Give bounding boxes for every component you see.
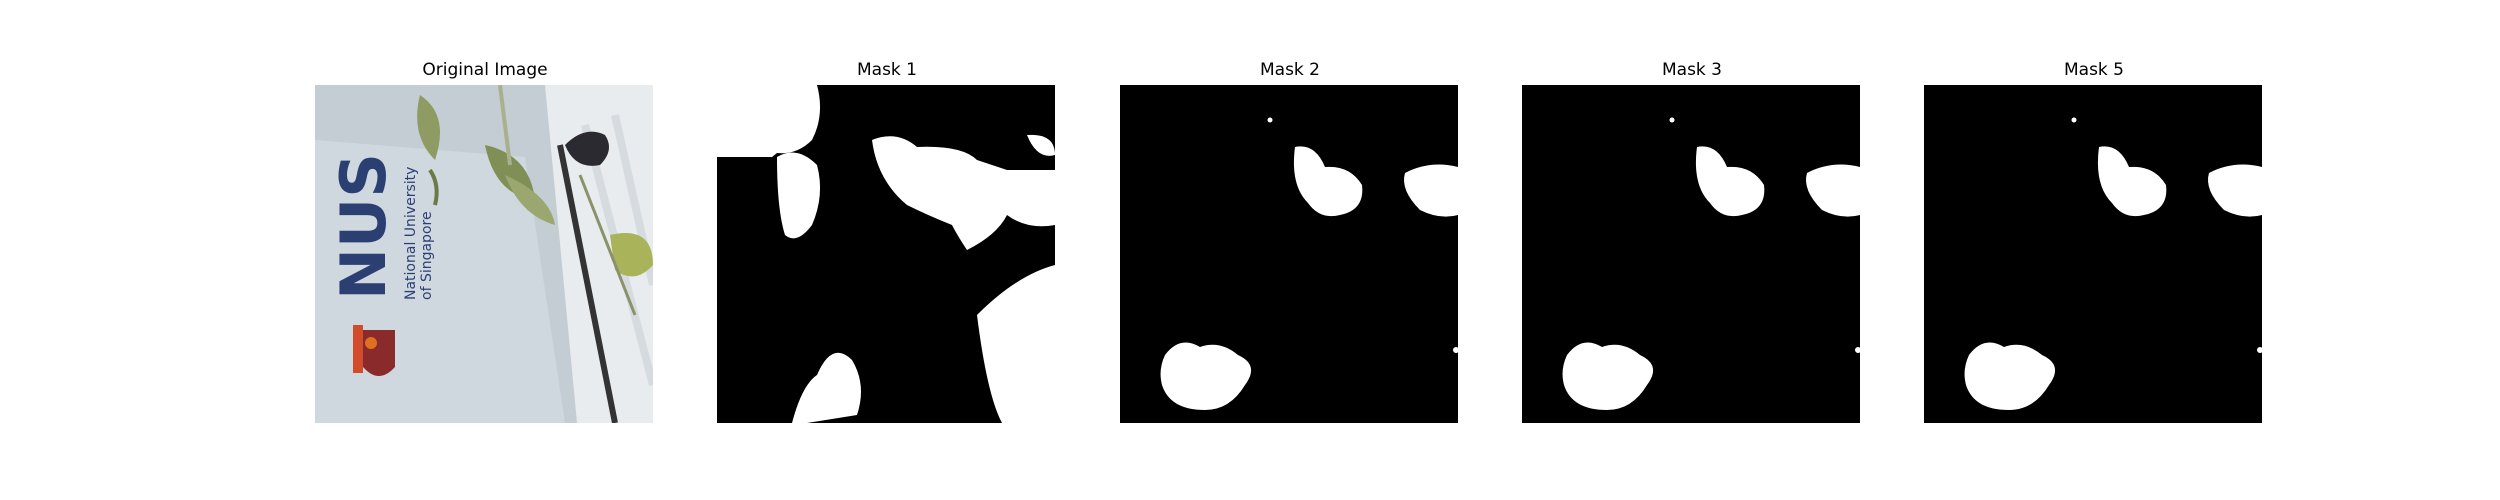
mask-3-image (1522, 85, 1860, 423)
mask-1-image (717, 85, 1055, 423)
sign-subtitle-2: of Singapore (419, 211, 435, 300)
panel-title: Original Image (422, 60, 548, 80)
svg-text:of Singapore: of Singapore (419, 211, 435, 300)
svg-text:NUS: NUS (327, 153, 400, 300)
mask-2-image (1120, 85, 1458, 423)
panel-title: Mask 1 (856, 60, 917, 80)
mask-5-image (1924, 85, 2262, 423)
sign-subtitle: National University (403, 167, 419, 300)
svg-text:National University: National University (403, 167, 419, 300)
original-photo: NUS National University of Singapore (315, 85, 653, 423)
panel-title: Mask 2 (1259, 60, 1320, 80)
nus-logo-text: NUS (327, 153, 400, 300)
panel-title: Mask 3 (1661, 60, 1722, 80)
panel-title: Mask 5 (2063, 60, 2124, 80)
